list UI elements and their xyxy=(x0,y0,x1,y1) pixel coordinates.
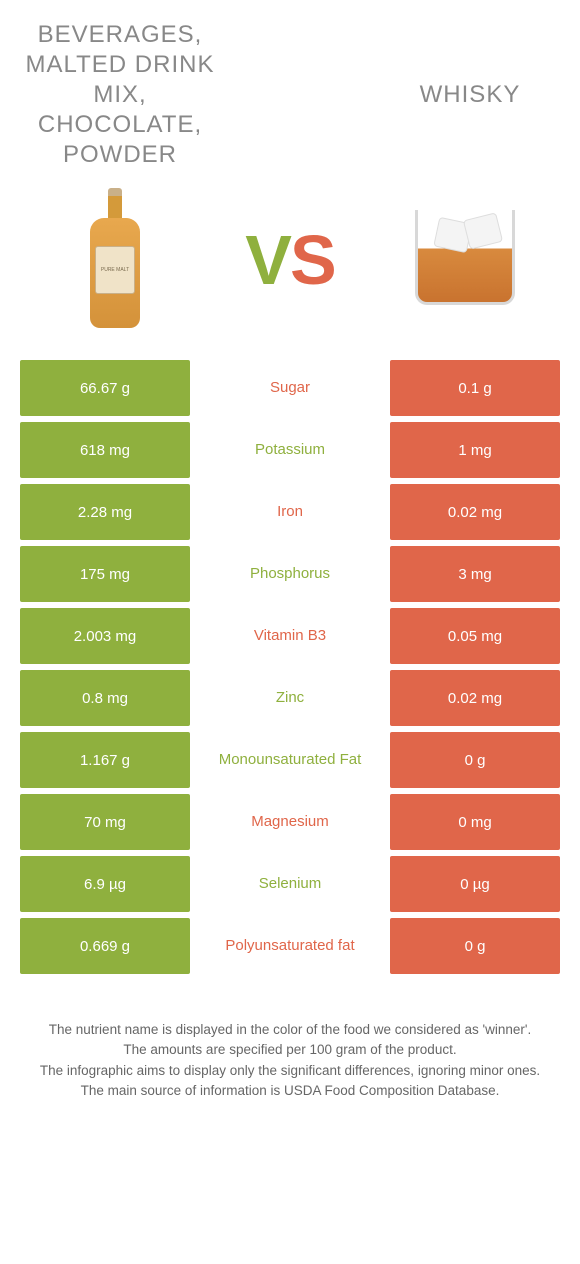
nutrient-label: Monounsaturated Fat xyxy=(190,732,390,788)
value-left: 70 mg xyxy=(20,794,190,850)
table-row: 175 mgPhosphorus3 mg xyxy=(20,546,560,602)
value-right: 0 g xyxy=(390,918,560,974)
nutrient-label: Zinc xyxy=(190,670,390,726)
value-right: 0.02 mg xyxy=(390,670,560,726)
nutrient-label: Vitamin B3 xyxy=(190,608,390,664)
footer-notes: The nutrient name is displayed in the co… xyxy=(0,980,580,1101)
table-row: 1.167 gMonounsaturated Fat0 g xyxy=(20,732,560,788)
value-right: 0 g xyxy=(390,732,560,788)
nutrient-label: Sugar xyxy=(190,360,390,416)
footer-line: The main source of information is USDA F… xyxy=(20,1081,560,1101)
value-left: 1.167 g xyxy=(20,732,190,788)
table-row: 0.669 gPolyunsaturated fat0 g xyxy=(20,918,560,974)
value-left: 618 mg xyxy=(20,422,190,478)
value-left: 175 mg xyxy=(20,546,190,602)
value-right: 1 mg xyxy=(390,422,560,478)
table-row: 618 mgPotassium1 mg xyxy=(20,422,560,478)
title-right: Whisky xyxy=(380,80,560,110)
value-left: 0.669 g xyxy=(20,918,190,974)
value-right: 0.05 mg xyxy=(390,608,560,664)
nutrient-label: Polyunsaturated fat xyxy=(190,918,390,974)
footer-line: The infographic aims to display only the… xyxy=(20,1061,560,1081)
table-row: 2.28 mgIron0.02 mg xyxy=(20,484,560,540)
title-left: Beverages, Malted drink mix, chocolate, … xyxy=(20,20,220,170)
header: Beverages, Malted drink mix, chocolate, … xyxy=(0,0,580,170)
nutrient-label: Iron xyxy=(190,484,390,540)
footer-line: The amounts are specified per 100 gram o… xyxy=(20,1040,560,1060)
infographic: Beverages, Malted drink mix, chocolate, … xyxy=(0,0,580,1101)
nutrient-label: Phosphorus xyxy=(190,546,390,602)
value-left: 6.9 µg xyxy=(20,856,190,912)
footer-line: The nutrient name is displayed in the co… xyxy=(20,1020,560,1040)
value-right: 0 mg xyxy=(390,794,560,850)
vs-s: S xyxy=(290,220,335,300)
value-right: 0 µg xyxy=(390,856,560,912)
table-row: 0.8 mgZinc0.02 mg xyxy=(20,670,560,726)
value-right: 0.1 g xyxy=(390,360,560,416)
value-left: 66.67 g xyxy=(20,360,190,416)
value-left: 0.8 mg xyxy=(20,670,190,726)
images-row: PURE MALT VS xyxy=(0,170,580,360)
nutrient-label: Potassium xyxy=(190,422,390,478)
table-row: 70 mgMagnesium0 mg xyxy=(20,794,560,850)
value-left: 2.28 mg xyxy=(20,484,190,540)
glass-icon xyxy=(410,210,520,310)
table-row: 66.67 gSugar0.1 g xyxy=(20,360,560,416)
vs-label: VS xyxy=(245,220,334,300)
value-right: 3 mg xyxy=(390,546,560,602)
value-right: 0.02 mg xyxy=(390,484,560,540)
value-left: 2.003 mg xyxy=(20,608,190,664)
vs-v: V xyxy=(245,220,290,300)
table-row: 6.9 µgSelenium0 µg xyxy=(20,856,560,912)
right-product-image xyxy=(380,180,550,340)
nutrient-label: Selenium xyxy=(190,856,390,912)
bottle-icon: PURE MALT xyxy=(90,188,140,333)
comparison-table: 66.67 gSugar0.1 g 618 mgPotassium1 mg 2.28… xyxy=(20,360,560,974)
nutrient-label: Magnesium xyxy=(190,794,390,850)
table-row: 2.003 mgVitamin B30.05 mg xyxy=(20,608,560,664)
left-product-image: PURE MALT xyxy=(30,180,200,340)
